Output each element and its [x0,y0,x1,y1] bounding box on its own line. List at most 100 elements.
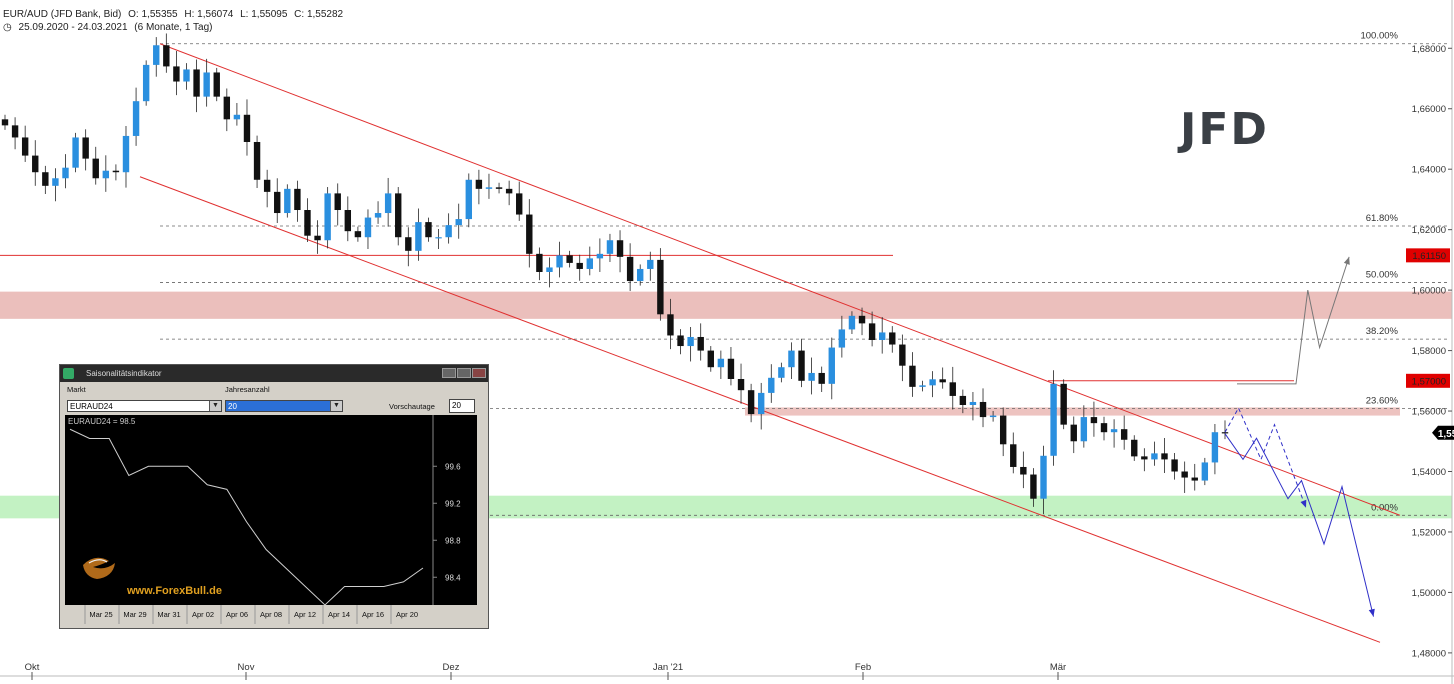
jahresanzahl-label: Jahresanzahl [225,385,270,394]
candle [163,45,170,67]
candle [1191,477,1198,481]
inset-x-label: Apr 14 [328,610,350,619]
candle [778,367,785,378]
inset-x-label: Mar 31 [157,610,180,619]
inset-y-label: 98.8 [445,536,461,545]
candle [727,358,735,379]
close-button[interactable] [472,368,486,378]
candle [939,379,946,383]
candle [344,210,352,232]
x-tick-label: Jan '21 [653,662,683,673]
candle [667,314,674,336]
candle [203,72,210,97]
y-tick-label: 1,56000 [1412,407,1446,418]
candle [1010,444,1017,467]
candle [1151,453,1158,460]
candle [193,69,200,97]
inset-x-label: Apr 12 [294,610,316,619]
inset-y-label: 98.4 [445,573,461,582]
candle [465,179,473,220]
candle [102,170,110,179]
candle [808,372,815,381]
candle [677,335,684,347]
candle [132,101,140,136]
candle [142,64,150,102]
price-tag-label: 1,57000 [1412,376,1446,387]
candle [868,323,876,340]
seasonality-window[interactable]: Saisonalitätsindikator Markt Jahresanzah… [59,364,489,629]
candle [354,231,362,238]
seasonality-line [69,428,424,606]
candle [32,155,39,173]
candle [616,240,624,257]
candle [263,179,271,192]
last-price-label: 1,55282 [1438,429,1454,440]
jfd-logo: JFD [1177,104,1269,155]
x-tick-label: Okt [25,662,40,673]
resistance-zone [745,407,1400,416]
candle [1040,455,1047,499]
candle [173,66,180,82]
price-tag-label: 1,61150 [1412,251,1446,262]
fib-label: 0.00% [1371,502,1398,513]
chevron-down-icon[interactable]: ▼ [209,401,221,411]
vorschautage-label: Vorschautage [389,402,435,411]
candle [1110,429,1118,433]
candle [999,415,1007,445]
seasonality-titlebar[interactable]: Saisonalitätsindikator [60,365,488,382]
candle [798,350,805,381]
minimize-button[interactable] [442,368,456,378]
vorschautage-input[interactable]: 20 [449,399,475,413]
chevron-down-icon[interactable]: ▼ [330,401,342,411]
candle [909,365,916,387]
candle [11,125,19,138]
channel-upper-line [159,43,1401,516]
y-tick-label: 1,50000 [1412,588,1446,599]
markt-select[interactable]: EURAUD24 ▼ [67,400,222,412]
low-value: L: 1,55095 [240,9,288,20]
candle [82,137,89,159]
candle [848,315,856,330]
vorschautage-value: 20 [452,401,461,410]
inset-xaxis-bg [65,605,477,624]
candle [475,179,483,189]
jahresanzahl-select[interactable]: 20 ▼ [225,400,343,412]
inset-x-label: Apr 08 [260,610,282,619]
candle [1221,432,1229,434]
y-tick-label: 1,66000 [1412,104,1446,115]
inset-y-label: 99.6 [445,462,461,471]
candle [647,259,654,269]
y-tick-label: 1,68000 [1412,44,1446,55]
candle [1181,471,1188,478]
candle [576,262,583,269]
forexbull-watermark: www.ForexBull.de [126,585,222,597]
inset-x-label: Mar 29 [123,610,146,619]
candle [1020,466,1027,475]
range-text: 25.09.2020 - 24.03.2021 [18,22,128,33]
y-tick-label: 1,58000 [1412,346,1446,357]
candle [959,395,967,405]
y-tick-label: 1,54000 [1412,467,1446,478]
seasonality-chart: EURAUD24 = 98.5 99.6 99.2 98.8 98.4 Mar 25 Mar… [65,415,477,624]
chart-header: EUR/AUD (JFD Bank, Bid) O: 1,55355 H: 1,… [3,9,347,20]
candle [637,268,644,282]
candle [304,210,311,236]
arrow-head [1368,608,1375,617]
candle [1141,456,1148,460]
maximize-button[interactable] [457,368,471,378]
y-tick-label: 1,52000 [1412,527,1446,538]
candle [899,344,906,366]
candle [1080,417,1088,442]
fib-label: 23.60% [1366,396,1399,407]
candle [626,256,634,282]
bullish-projection [1237,256,1350,385]
candle [1070,424,1077,442]
last-price-tag [1432,425,1454,440]
candle [687,336,694,347]
candle [233,114,241,120]
jahresanzahl-value: 20 [228,402,237,411]
fib-label: 100.00% [1360,31,1398,42]
fib-label: 61.80% [1366,213,1399,224]
candle [284,188,291,214]
candle [1131,439,1138,457]
